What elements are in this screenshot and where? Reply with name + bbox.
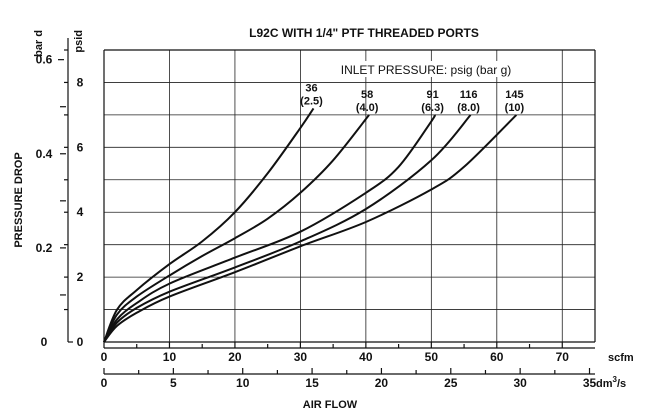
series-sublabel-116: (8.0) <box>457 102 480 114</box>
series-sublabel-58: (4.0) <box>356 102 379 114</box>
x-primary-tick-label: 10 <box>163 350 177 364</box>
y-primary-tick-label: 2 <box>77 270 84 284</box>
series-sublabel-145: (10) <box>505 102 525 114</box>
y-primary-tick-label: 8 <box>77 75 84 89</box>
x-primary-tick-label: 40 <box>359 350 373 364</box>
chart-title: L92C WITH 1/4" PTF THREADED PORTS <box>249 26 479 40</box>
x-primary-unit: scfm <box>608 352 634 364</box>
y-primary-tick-label: 4 <box>77 205 84 219</box>
series-curve-58 <box>103 114 370 343</box>
y-secondary-tick-label: 0.6 <box>36 53 53 67</box>
series-sublabel-36: (2.5) <box>300 95 323 107</box>
x-primary-tick-label: 60 <box>490 350 504 364</box>
labels: 36(2.5)58(4.0)91(6.3)116(8.0)145(10)0246… <box>36 53 597 390</box>
y-secondary-tick-label: 0.2 <box>36 241 53 255</box>
legend-title-bg <box>325 61 525 77</box>
legend-title-group: INLET PRESSURE: psig (bar g) <box>325 61 525 77</box>
x-primary-tick-label: 70 <box>556 350 570 364</box>
x-secondary-unit: dm3/s <box>596 375 626 390</box>
legend-title: INLET PRESSURE: psig (bar g) <box>341 63 512 77</box>
series-curve-36 <box>103 107 315 343</box>
y-secondary-tick-label: 0 <box>41 335 48 349</box>
series-label-58: 58 <box>361 89 373 101</box>
x-axis-title: AIR FLOW <box>303 399 358 411</box>
x-secondary-tick-label: 25 <box>444 376 458 390</box>
x-primary-tick-label: 20 <box>228 350 242 364</box>
x-secondary-tick-label: 5 <box>170 376 177 390</box>
series-label-36: 36 <box>305 82 317 94</box>
y-axis-title: PRESSURE DROP <box>13 152 25 247</box>
y-primary-tick-label: 6 <box>77 140 84 154</box>
x-secondary-tick-label: 10 <box>236 376 250 390</box>
series-curve-116 <box>103 114 472 343</box>
x-secondary-tick-label: 35 <box>583 376 597 390</box>
x-primary-tick-label: 0 <box>101 350 108 364</box>
series-curve-91 <box>103 114 437 343</box>
y-primary-tick-label: 0 <box>77 335 84 349</box>
series-label-116: 116 <box>460 89 478 101</box>
x-secondary-tick-label: 20 <box>375 376 389 390</box>
series-label-91: 91 <box>426 89 438 101</box>
series-curve-145 <box>103 114 518 343</box>
grid <box>104 49 595 342</box>
axes <box>58 38 596 375</box>
series-sublabel-91: (6.3) <box>421 102 444 114</box>
x-primary-tick-label: 50 <box>425 350 439 364</box>
x-secondary-tick-label: 0 <box>101 376 108 390</box>
y-secondary-unit: bar d <box>33 30 45 57</box>
x-secondary-tick-label: 15 <box>305 376 319 390</box>
y-secondary-tick-label: 0.4 <box>36 147 53 161</box>
x-secondary-tick-label: 30 <box>513 376 527 390</box>
curves <box>103 107 518 343</box>
y-primary-unit: psid <box>73 30 85 53</box>
x-primary-tick-label: 30 <box>294 350 308 364</box>
series-label-145: 145 <box>505 89 523 101</box>
